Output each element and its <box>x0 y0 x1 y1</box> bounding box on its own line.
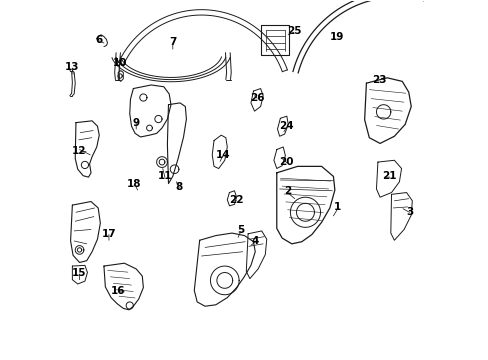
Text: 23: 23 <box>371 75 386 85</box>
Text: 3: 3 <box>405 207 412 217</box>
Text: 25: 25 <box>286 26 301 36</box>
Text: 14: 14 <box>215 150 230 160</box>
Text: 19: 19 <box>329 32 344 41</box>
Text: 17: 17 <box>102 229 116 239</box>
Text: 21: 21 <box>382 171 396 181</box>
Text: 18: 18 <box>126 179 141 189</box>
Text: 11: 11 <box>157 171 172 181</box>
Text: 7: 7 <box>169 37 176 47</box>
Text: 16: 16 <box>111 286 125 296</box>
Text: 1: 1 <box>333 202 341 212</box>
Text: 24: 24 <box>279 121 293 131</box>
Text: 12: 12 <box>72 146 86 156</box>
Text: 15: 15 <box>71 268 86 278</box>
Text: 6: 6 <box>96 35 102 45</box>
Text: 10: 10 <box>112 58 127 68</box>
Text: 9: 9 <box>132 118 140 128</box>
Text: 8: 8 <box>175 182 183 192</box>
Text: 26: 26 <box>249 93 264 103</box>
Text: 13: 13 <box>64 62 79 72</box>
Text: 2: 2 <box>284 186 290 196</box>
Text: 20: 20 <box>279 157 293 167</box>
Text: 4: 4 <box>251 236 259 246</box>
Text: 22: 22 <box>229 195 244 205</box>
Text: 5: 5 <box>237 225 244 235</box>
